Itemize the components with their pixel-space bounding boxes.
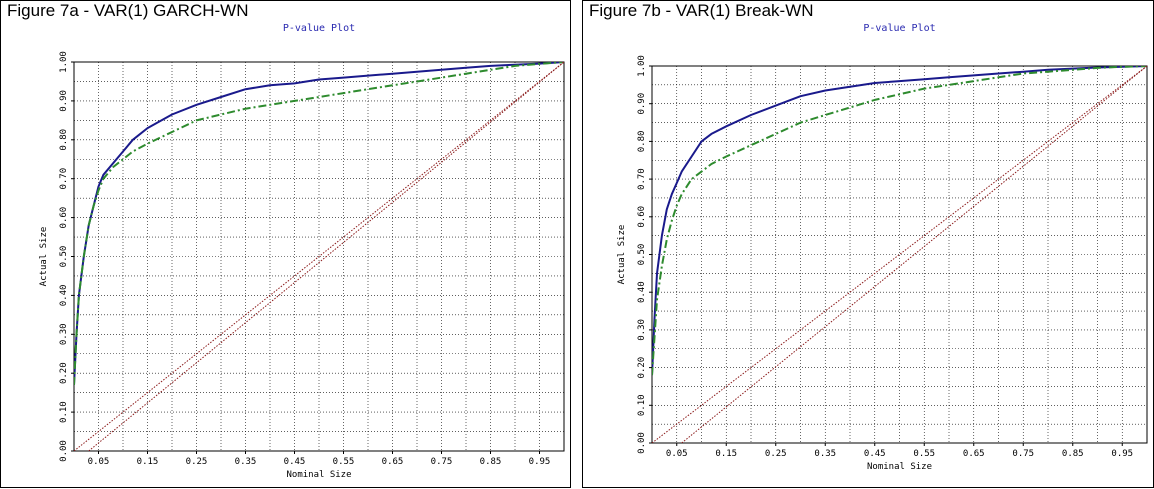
y-tick-label: 0.90 [59,90,69,112]
x-tick-label: 0.45 [284,457,306,467]
series-line-solid [652,66,1147,376]
chart-title: P-value Plot [863,23,935,34]
y-tick-label: 0.30 [637,319,647,341]
x-tick-label: 0.75 [431,457,453,467]
y-tick-label: 0.30 [59,323,69,345]
y-axis-label: Actual Size [39,227,49,287]
chart-svg-b: P-value Plot 0.05 0.15 0.25 0.35 0.45 0.55 0.65… [617,23,1148,472]
figure-panel-b: Figure 7b - VAR(1) Break-WN P-value Plot… [582,0,1154,488]
y-tick-label: 0.60 [637,206,647,228]
reference-line-dotted [88,62,564,451]
reference-line-dotted [74,62,564,451]
x-tick-label: 0.65 [963,449,985,459]
y-tick-label: 0.50 [637,244,647,266]
x-axis-label: Nominal Size [867,462,932,472]
plot-area [651,65,1148,444]
y-tick-label: 0.70 [637,168,647,190]
y-axis-label: Actual Size [617,225,627,285]
x-tick-label: 0.75 [1012,449,1034,459]
y-tick-label: 0.40 [637,281,647,303]
y-tick-label: 0.60 [59,207,69,229]
x-axis-label: Nominal Size [286,470,351,480]
x-tick-label: 0.25 [765,449,787,459]
y-tick-label: 0.80 [59,129,69,151]
figure-title: Figure 7b - VAR(1) Break-WN [589,1,814,20]
series-line-dashdot [74,62,564,385]
y-tick-label: 0.10 [637,394,647,416]
y-tick-label: 1.00 [59,51,69,73]
figure-title: Figure 7a - VAR(1) GARCH-WN [7,1,249,20]
x-tick-label: 0.45 [864,449,886,459]
x-tick-label: 0.35 [814,449,836,459]
y-tick-label: 0.50 [59,246,69,268]
x-tick-label: 0.95 [1111,449,1133,459]
x-tick-label: 0.15 [137,457,159,467]
x-tick-label: 0.35 [235,457,257,467]
series-line-dashdot [652,66,1147,376]
chart-title: P-value Plot [283,23,355,34]
series-line-solid [74,62,564,385]
x-tick-label: 0.15 [715,449,737,459]
x-tick-label: 0.55 [913,449,935,459]
y-tick-label: 0.40 [59,285,69,307]
y-tick-label: 0.90 [637,93,647,115]
x-tick-label: 0.25 [186,457,208,467]
series-group [652,66,1147,443]
y-tick-label: 0.10 [59,401,69,423]
x-tick-label: 0.85 [480,457,502,467]
y-tick-label: 0.20 [59,362,69,384]
x-tick-label: 0.05 [666,449,688,459]
y-tick-label: 0.80 [637,131,647,153]
y-tick-label: 1.00 [637,55,647,77]
x-tick-label: 0.05 [88,457,110,467]
x-tick-label: 0.55 [333,457,355,467]
x-tick-label: 0.65 [382,457,404,467]
y-tick-label: 0.70 [59,168,69,190]
reference-line-dotted [681,66,1147,443]
y-tick-label: 0.20 [637,357,647,379]
x-tick-label: 0.85 [1062,449,1084,459]
figure-panel-a: Figure 7a - VAR(1) GARCH-WN P-value Plot… [0,0,571,488]
y-tick-label: 0.00 [59,440,69,462]
chart-svg-a: P-value Plot 0.05 0.15 0.25 0.35 0.45 0.55 0.65… [39,23,565,480]
x-tick-label: 0.95 [529,457,551,467]
series-group [74,62,564,451]
y-tick-label: 0.00 [637,432,647,454]
